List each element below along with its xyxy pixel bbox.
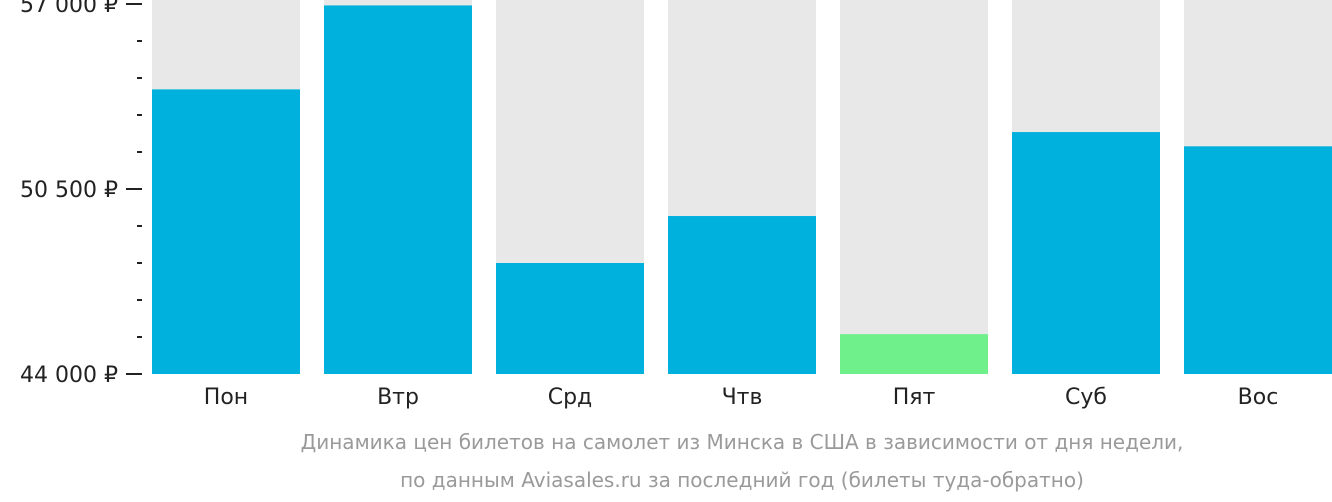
bar-6[interactable] <box>1012 132 1160 374</box>
x-category-label: Пон <box>204 385 248 410</box>
bar-7[interactable] <box>1184 146 1332 374</box>
bars <box>152 0 1332 375</box>
x-category-label: Суб <box>1065 385 1107 410</box>
x-category-label: Втр <box>377 385 419 410</box>
y-tick-label: 44 000 ₽ <box>20 363 118 388</box>
bar-5[interactable] <box>840 334 988 374</box>
bar-background <box>840 0 988 374</box>
x-category-label: Срд <box>548 385 593 410</box>
y-tick-label: 50 500 ₽ <box>20 178 118 203</box>
bar-4[interactable] <box>668 216 816 374</box>
price-by-weekday-chart: 57 000 ₽ 50 500 ₽ 44 000 ₽ Пон Втр Срд Чтв Пят… <box>20 0 1332 410</box>
bar-2[interactable] <box>324 5 472 375</box>
x-category-label: Чтв <box>722 385 763 410</box>
bar-3[interactable] <box>496 263 644 374</box>
y-tick-label: 57 000 ₽ <box>20 0 118 18</box>
bar-1[interactable] <box>152 89 300 374</box>
chart-caption-line-1: Динамика цен билетов на самолет из Минск… <box>300 430 1184 454</box>
x-axis-labels: Пон Втр Срд Чтв Пят Суб Вос <box>204 385 1279 410</box>
chart-caption-line-2: по данным Aviasales.ru за последний год … <box>400 468 1084 492</box>
x-category-label: Пят <box>893 385 936 410</box>
y-axis: 57 000 ₽ 50 500 ₽ 44 000 ₽ <box>20 0 142 388</box>
x-category-label: Вос <box>1238 385 1279 410</box>
